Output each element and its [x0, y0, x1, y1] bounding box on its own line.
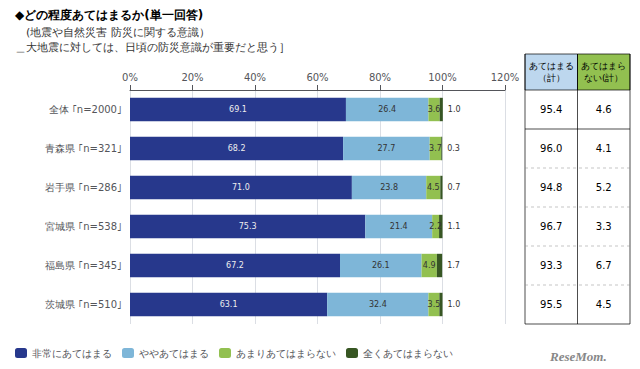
svg-text:5.2: 5.2: [596, 182, 612, 193]
svg-text:宮城県 ｢n=538｣: 宮城県 ｢n=538｣: [45, 221, 122, 232]
svg-text:非常にあてはまる: 非常にあてはまる: [32, 348, 112, 359]
svg-text:95.4: 95.4: [540, 104, 562, 115]
svg-text:23.8: 23.8: [380, 183, 398, 192]
svg-text:1.1: 1.1: [448, 222, 461, 231]
svg-text:96.0: 96.0: [540, 143, 562, 154]
svg-text:96.7: 96.7: [540, 221, 562, 232]
svg-text:4.5: 4.5: [427, 183, 440, 192]
svg-text:＿大地震に対しては、日頃の防災意識が重要だと思う］: ＿大地震に対しては、日頃の防災意識が重要だと思う］: [15, 41, 290, 54]
svg-text:26.1: 26.1: [372, 261, 390, 270]
svg-text:4.6: 4.6: [596, 104, 612, 115]
svg-text:20%: 20%: [181, 72, 203, 83]
svg-text:40%: 40%: [244, 72, 266, 83]
svg-text:60%: 60%: [306, 72, 328, 83]
svg-text:3.5: 3.5: [428, 300, 441, 309]
svg-text:100%: 100%: [428, 72, 457, 83]
svg-text:4.5: 4.5: [596, 299, 612, 310]
svg-text:4.1: 4.1: [596, 143, 612, 154]
svg-text:（計）: （計）: [538, 73, 565, 83]
svg-text:3.7: 3.7: [429, 144, 442, 153]
svg-text:(地震や自然災害 防災に関する意識）: (地震や自然災害 防災に関する意識）: [15, 26, 210, 39]
svg-text:93.3: 93.3: [540, 260, 562, 271]
svg-text:6.7: 6.7: [596, 260, 612, 271]
svg-text:青森県 ｢n=321｣: 青森県 ｢n=321｣: [45, 143, 122, 154]
svg-text:120%: 120%: [491, 72, 520, 83]
svg-text:21.4: 21.4: [390, 222, 408, 231]
svg-text:茨城県 ｢n=510｣: 茨城県 ｢n=510｣: [45, 299, 122, 310]
svg-text:全くあてはまらない: 全くあてはまらない: [363, 348, 453, 359]
svg-text:0.7: 0.7: [448, 183, 461, 192]
svg-text:◆どの程度あてはまるか(単一回答): ◆どの程度あてはまるか(単一回答): [15, 8, 203, 22]
svg-text:あてはまる: あてはまる: [529, 61, 574, 71]
svg-text:63.1: 63.1: [220, 300, 238, 309]
svg-text:福島県 ｢n=345｣: 福島県 ｢n=345｣: [45, 260, 122, 271]
svg-text:2.2: 2.2: [429, 222, 442, 231]
svg-text:67.2: 67.2: [226, 261, 244, 270]
svg-text:3.3: 3.3: [596, 221, 612, 232]
svg-text:3.6: 3.6: [428, 105, 441, 114]
svg-text:全体 ｢n=2000｣: 全体 ｢n=2000｣: [49, 104, 122, 115]
svg-text:68.2: 68.2: [228, 144, 246, 153]
svg-text:95.5: 95.5: [540, 299, 562, 310]
svg-text:75.3: 75.3: [239, 222, 257, 231]
svg-text:ややあてはまる: ややあてはまる: [139, 348, 209, 359]
svg-text:ReseMom.: ReseMom.: [549, 349, 607, 364]
svg-text:あまりあてはまらない: あまりあてはまらない: [236, 348, 336, 359]
svg-text:94.8: 94.8: [540, 182, 562, 193]
svg-text:ない(計）: ない(計）: [584, 73, 624, 83]
svg-text:あてはまら: あてはまら: [581, 61, 626, 71]
svg-text:1.0: 1.0: [448, 105, 461, 114]
svg-text:32.4: 32.4: [369, 300, 387, 309]
svg-text:71.0: 71.0: [232, 183, 250, 192]
svg-text:80%: 80%: [369, 72, 391, 83]
svg-text:26.4: 26.4: [378, 105, 396, 114]
svg-text:27.7: 27.7: [378, 144, 396, 153]
svg-text:4.9: 4.9: [423, 261, 436, 270]
svg-text:岩手県 ｢n=286｣: 岩手県 ｢n=286｣: [45, 182, 122, 193]
svg-text:1.7: 1.7: [447, 261, 460, 270]
svg-text:0%: 0%: [122, 72, 138, 83]
svg-text:0.3: 0.3: [447, 144, 460, 153]
svg-text:69.1: 69.1: [229, 105, 247, 114]
svg-text:1.0: 1.0: [448, 300, 461, 309]
